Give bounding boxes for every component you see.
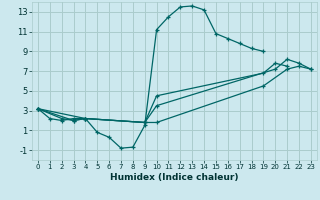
X-axis label: Humidex (Indice chaleur): Humidex (Indice chaleur) xyxy=(110,173,239,182)
